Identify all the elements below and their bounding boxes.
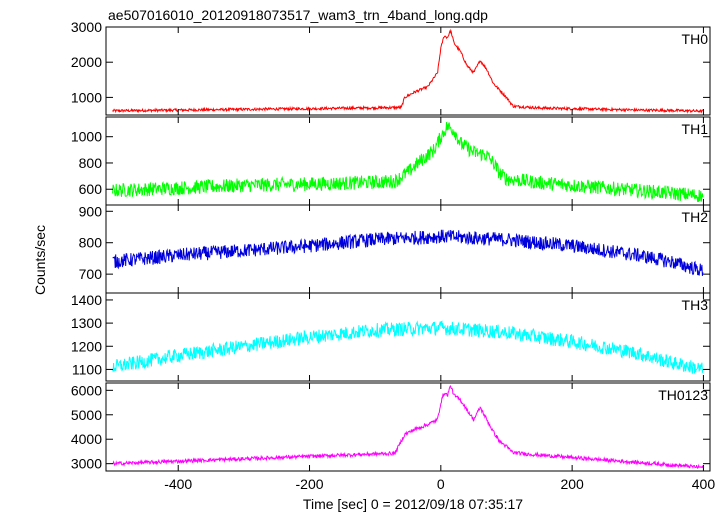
x-tick-label: 200 [560, 476, 584, 492]
panel-th0123: 3000 4000 5000 6000 TH0123 [71, 382, 711, 472]
y-tick-label: 600 [79, 181, 103, 197]
chart-title: ae507016010_20120918073517_wam3_trn_4ban… [108, 7, 488, 23]
y-tick-label: 5000 [71, 407, 102, 423]
y-tick-label: 3000 [71, 456, 102, 472]
panel-frame [105, 292, 711, 382]
y-tick-label: 700 [79, 266, 103, 282]
y-tick-label: 1200 [71, 338, 102, 354]
y-tick-label: 2000 [71, 54, 102, 70]
y-tick-label: 3000 [71, 19, 102, 35]
y-tick-label: 900 [79, 203, 103, 219]
panel-th0: 1000 2000 3000 TH0 [71, 19, 711, 116]
panel-label: TH3 [682, 297, 709, 313]
x-tick-label: 400 [692, 476, 716, 492]
series-line-th2 [112, 229, 704, 276]
panel-th2: 700 800 900 TH2 [79, 203, 711, 294]
y-tick-label: 1000 [71, 129, 102, 145]
series-line-th1 [112, 121, 704, 203]
panel-label: TH2 [682, 209, 709, 225]
y-tick-label: 800 [79, 155, 103, 171]
panel-th3: 1100 1200 1300 1400 TH3 [71, 292, 711, 382]
y-tick-label: 1300 [71, 315, 102, 331]
x-tick-label: 0 [437, 476, 445, 492]
x-tick-label: -400 [164, 476, 192, 492]
panel-label: TH0 [682, 31, 709, 47]
x-tick-label: -200 [296, 476, 324, 492]
series-line-th3 [112, 320, 704, 374]
panel-label: TH0123 [658, 387, 708, 403]
y-tick-label: 1100 [72, 361, 102, 377]
series-line-th0 [112, 28, 703, 114]
panel-frame [105, 26, 711, 116]
panel-frame [105, 382, 711, 472]
y-axis-label: Counts/sec [32, 225, 48, 295]
x-axis-label: Time [sec] 0 = 2012/09/18 07:35:17 [303, 496, 523, 512]
y-tick-label: 4000 [71, 431, 102, 447]
series-line-th0123 [112, 384, 704, 470]
y-tick-label: 1000 [71, 89, 102, 105]
y-tick-label: 1400 [71, 292, 102, 308]
y-tick-label: 6000 [71, 382, 102, 398]
panel-th1: 600 800 1000 TH1 [71, 116, 711, 206]
panel-label: TH1 [682, 121, 709, 137]
y-tick-label: 800 [79, 235, 103, 251]
